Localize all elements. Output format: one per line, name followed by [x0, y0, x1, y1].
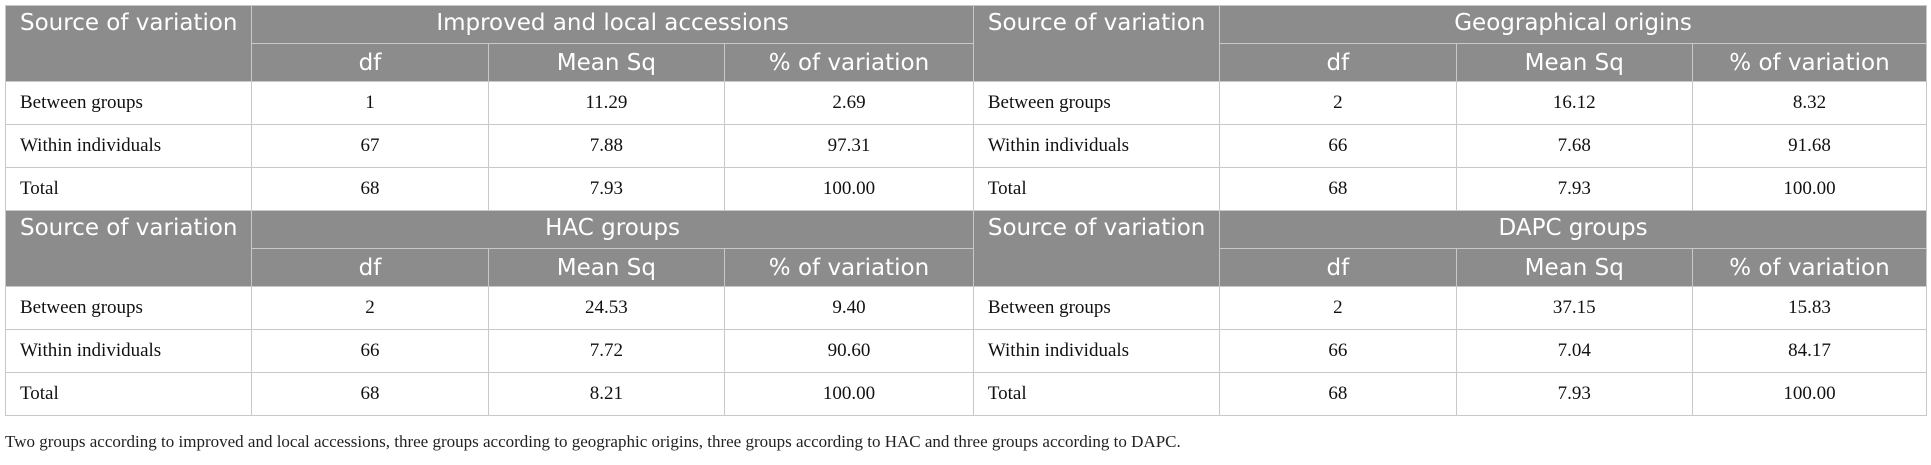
cell-df: 67: [251, 124, 489, 168]
cell-pct-variation: 100.00: [1691, 167, 1928, 211]
source-of-variation-header: Source of variation: [972, 210, 1221, 287]
block-2-subheader-row: df Mean Sq % of variation df Mean Sq % o…: [6, 248, 1928, 287]
cell-pct-variation: 8.32: [1691, 81, 1928, 125]
col-header-df: df: [1219, 248, 1457, 287]
table-row: Within individuals 66 7.72 90.60 Within …: [4, 329, 1928, 373]
source-of-variation-header: Source of variation: [4, 5, 253, 82]
cell-pct-variation: 100.00: [1691, 372, 1928, 416]
cell-df: 1: [251, 81, 489, 125]
cell-df: 66: [1219, 329, 1457, 373]
amova-table: Source of variation Improved and local a…: [4, 5, 1928, 416]
group-header-geographical-origins: Geographical origins: [1219, 5, 1927, 44]
cell-pct-variation: 2.69: [724, 81, 974, 125]
row-label: Total: [4, 167, 253, 211]
col-header-mean-sq: Mean Sq: [1455, 43, 1693, 82]
block-1-subheader-row: df Mean Sq % of variation df Mean Sq % o…: [6, 43, 1928, 82]
row-label: Within individuals: [4, 329, 253, 373]
col-header-pct-variation: % of variation: [1691, 43, 1928, 82]
cell-mean-sq: 7.72: [487, 329, 726, 373]
row-label: Total: [4, 372, 253, 416]
col-header-mean-sq: Mean Sq: [1455, 248, 1693, 287]
cell-df: 2: [251, 286, 489, 330]
cell-df: 2: [1219, 81, 1457, 125]
col-header-df: df: [1219, 43, 1457, 82]
cell-df: 66: [251, 329, 489, 373]
row-label: Between groups: [4, 286, 253, 330]
cell-mean-sq: 37.15: [1455, 286, 1693, 330]
cell-pct-variation: 91.68: [1691, 124, 1928, 168]
cell-df: 68: [1219, 167, 1457, 211]
cell-pct-variation: 90.60: [724, 329, 974, 373]
row-label: Between groups: [972, 286, 1221, 330]
cell-mean-sq: 8.21: [487, 372, 726, 416]
table-row: Between groups 1 11.29 2.69 Between grou…: [4, 81, 1928, 125]
row-label: Total: [972, 167, 1221, 211]
row-label: Total: [972, 372, 1221, 416]
source-of-variation-header: Source of variation: [4, 210, 253, 287]
cell-df: 68: [251, 372, 489, 416]
cell-mean-sq: 7.88: [487, 124, 726, 168]
cell-mean-sq: 7.93: [487, 167, 726, 211]
row-label: Within individuals: [4, 124, 253, 168]
row-label: Between groups: [4, 81, 253, 125]
col-header-pct-variation: % of variation: [724, 43, 974, 82]
cell-pct-variation: 9.40: [724, 286, 974, 330]
table-footnote: Two groups according to improved and loc…: [5, 432, 1181, 451]
row-label: Within individuals: [972, 124, 1221, 168]
block-1-header-row: Source of variation Improved and local a…: [4, 5, 1927, 82]
cell-mean-sq: 24.53: [487, 286, 726, 330]
cell-pct-variation: 97.31: [724, 124, 974, 168]
col-header-mean-sq: Mean Sq: [487, 248, 726, 287]
cell-df: 68: [251, 167, 489, 211]
cell-pct-variation: 100.00: [724, 372, 974, 416]
cell-df: 66: [1219, 124, 1457, 168]
source-of-variation-header: Source of variation: [972, 5, 1221, 82]
table-row: Between groups 2 24.53 9.40 Between grou…: [4, 286, 1928, 330]
col-header-pct-variation: % of variation: [724, 248, 974, 287]
cell-pct-variation: 100.00: [724, 167, 974, 211]
cell-pct-variation: 84.17: [1691, 329, 1928, 373]
col-header-df: df: [251, 43, 489, 82]
cell-mean-sq: 7.68: [1455, 124, 1693, 168]
table-row: Total 68 7.93 100.00 Total 68 7.93 100.0…: [4, 167, 1928, 211]
table-row: Total 68 8.21 100.00 Total 68 7.93 100.0…: [4, 372, 1928, 416]
row-label: Within individuals: [972, 329, 1221, 373]
cell-mean-sq: 7.93: [1455, 372, 1693, 416]
group-header-improved-local: Improved and local accessions: [251, 5, 974, 44]
cell-mean-sq: 11.29: [487, 81, 726, 125]
row-label: Between groups: [972, 81, 1221, 125]
cell-mean-sq: 7.04: [1455, 329, 1693, 373]
cell-mean-sq: 16.12: [1455, 81, 1693, 125]
col-header-df: df: [251, 248, 489, 287]
col-header-pct-variation: % of variation: [1691, 248, 1928, 287]
col-header-mean-sq: Mean Sq: [487, 43, 726, 82]
table-row: Within individuals 67 7.88 97.31 Within …: [4, 124, 1928, 168]
cell-df: 68: [1219, 372, 1457, 416]
cell-df: 2: [1219, 286, 1457, 330]
block-2-header-row: Source of variation HAC groups Source of…: [4, 210, 1927, 287]
cell-pct-variation: 15.83: [1691, 286, 1928, 330]
group-header-hac: HAC groups: [251, 210, 974, 249]
cell-mean-sq: 7.93: [1455, 167, 1693, 211]
group-header-dapc: DAPC groups: [1219, 210, 1927, 249]
